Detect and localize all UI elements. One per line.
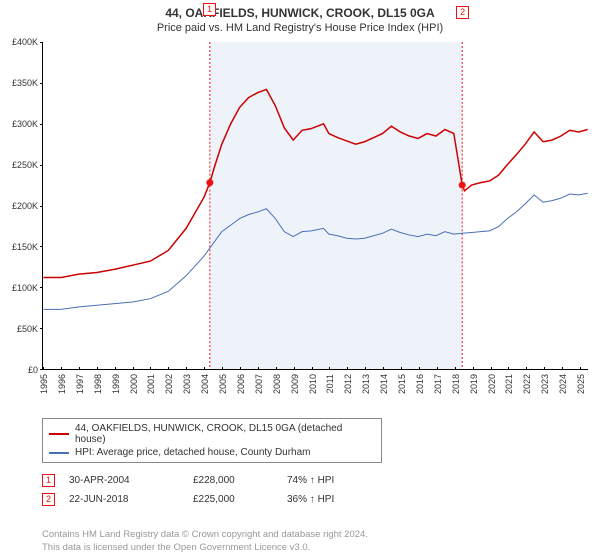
x-tick-label: 2005 — [218, 374, 228, 394]
x-tick-label: 2013 — [361, 374, 371, 394]
legend-row: HPI: Average price, detached house, Coun… — [49, 446, 375, 459]
x-tick-label: 1999 — [111, 374, 121, 394]
transaction-date: 30-APR-2004 — [69, 475, 179, 486]
x-tick-label: 2012 — [343, 374, 353, 394]
chart-svg — [43, 42, 588, 369]
transaction-hpi: 74% ↑ HPI — [287, 475, 334, 486]
y-axis-labels: £0£50K£100K£150K£200K£250K£300K£350K£400… — [2, 42, 40, 370]
footnote-line2: This data is licensed under the Open Gov… — [42, 542, 368, 554]
footnote: Contains HM Land Registry data © Crown c… — [42, 529, 368, 554]
chart-title: 44, OAKFIELDS, HUNWICK, CROOK, DL15 0GA — [0, 6, 600, 20]
legend-label: HPI: Average price, detached house, Coun… — [75, 447, 311, 458]
legend-row: 44, OAKFIELDS, HUNWICK, CROOK, DL15 0GA … — [49, 422, 375, 446]
x-tick-label: 2024 — [558, 374, 568, 394]
chart-marker-1: 1 — [203, 3, 216, 16]
x-tick-label: 2009 — [290, 374, 300, 394]
x-tick-label: 2006 — [236, 374, 246, 394]
y-tick-label: £0 — [28, 365, 38, 375]
x-tick-label: 2015 — [397, 374, 407, 394]
x-tick-label: 2018 — [451, 374, 461, 394]
x-tick-label: 2011 — [325, 374, 335, 393]
x-tick-label: 2000 — [129, 374, 139, 394]
transaction-row: 2 22-JUN-2018 £225,000 36% ↑ HPI — [42, 490, 588, 509]
x-tick-label: 2020 — [487, 374, 497, 394]
x-tick-label: 2023 — [540, 374, 550, 394]
x-tick-label: 2021 — [504, 374, 514, 394]
x-tick-label: 2008 — [272, 374, 282, 394]
transaction-hpi: 36% ↑ HPI — [287, 494, 334, 505]
y-tick-label: £200K — [12, 201, 38, 211]
x-tick-label: 2022 — [522, 374, 532, 394]
y-tick-label: £50K — [17, 324, 38, 334]
legend-label: 44, OAKFIELDS, HUNWICK, CROOK, DL15 0GA … — [75, 423, 375, 445]
y-tick-label: £250K — [12, 160, 38, 170]
legend-swatch — [49, 452, 69, 454]
y-tick-label: £350K — [12, 78, 38, 88]
x-tick-label: 1996 — [57, 374, 67, 394]
transaction-price: £225,000 — [193, 494, 273, 505]
transaction-row: 1 30-APR-2004 £228,000 74% ↑ HPI — [42, 471, 588, 490]
x-tick-label: 2019 — [469, 374, 479, 394]
x-tick-label: 2025 — [576, 374, 586, 394]
chart-container: 44, OAKFIELDS, HUNWICK, CROOK, DL15 0GA … — [0, 0, 600, 560]
x-tick-label: 2001 — [146, 374, 156, 394]
x-tick-label: 2003 — [182, 374, 192, 394]
x-tick-label: 2004 — [200, 374, 210, 394]
y-tick-label: £100K — [12, 283, 38, 293]
plot-region: 12 — [42, 42, 588, 370]
x-tick-label: 1997 — [75, 374, 85, 394]
y-tick-label: £150K — [12, 242, 38, 252]
x-tick-label: 2010 — [308, 374, 318, 394]
chart-marker-2: 2 — [456, 6, 469, 19]
legend-box: 44, OAKFIELDS, HUNWICK, CROOK, DL15 0GA … — [42, 418, 382, 463]
y-tick-label: £300K — [12, 119, 38, 129]
transaction-marker: 2 — [42, 493, 55, 506]
x-tick-label: 2017 — [433, 374, 443, 394]
footnote-line1: Contains HM Land Registry data © Crown c… — [42, 529, 368, 541]
transaction-marker: 1 — [42, 474, 55, 487]
y-tick-label: £400K — [12, 37, 38, 47]
x-tick-label: 1995 — [39, 374, 49, 394]
x-tick-label: 1998 — [93, 374, 103, 394]
x-axis-labels: 1995 1996 1997 1998 1999 2000 2001 2002 2003 2004… — [42, 370, 588, 392]
x-tick-label: 2007 — [254, 374, 264, 394]
transaction-price: £228,000 — [193, 475, 273, 486]
chart-subtitle: Price paid vs. HM Land Registry's House … — [0, 22, 600, 34]
chart-area: 12 £0£50K£100K£150K£200K£250K£300K£350K£… — [42, 42, 588, 392]
x-tick-label: 2002 — [164, 374, 174, 394]
x-tick-label: 2014 — [379, 374, 389, 394]
legend-swatch — [49, 433, 69, 435]
legend-area: 44, OAKFIELDS, HUNWICK, CROOK, DL15 0GA … — [42, 418, 588, 509]
title-area: 44, OAKFIELDS, HUNWICK, CROOK, DL15 0GA … — [0, 0, 600, 36]
x-tick-label: 2016 — [415, 374, 425, 394]
transaction-date: 22-JUN-2018 — [69, 494, 179, 505]
transactions-table: 1 30-APR-2004 £228,000 74% ↑ HPI 2 22-JUN-201… — [42, 471, 588, 509]
